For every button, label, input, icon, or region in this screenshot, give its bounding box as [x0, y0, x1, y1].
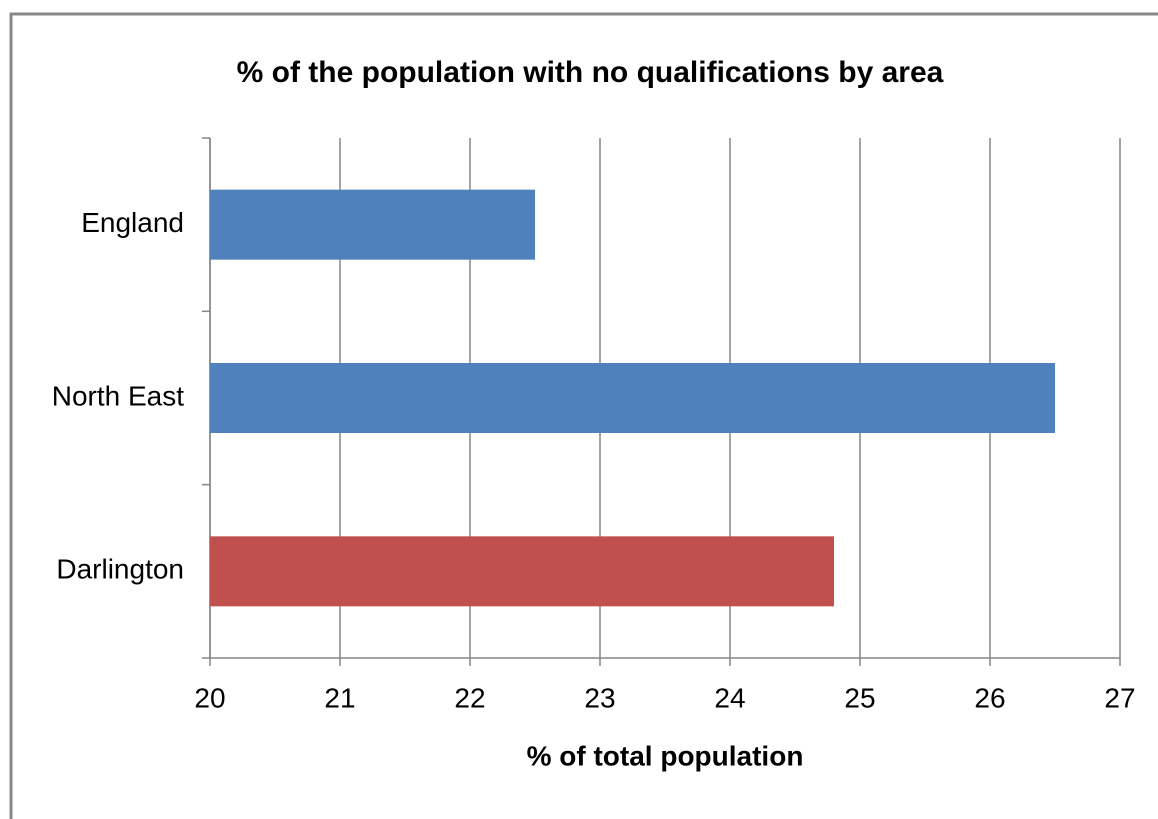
x-tick-label: 23: [584, 682, 615, 713]
bar: [210, 189, 535, 260]
x-axis-title: % of total population: [527, 740, 804, 771]
x-tick-label: 22: [454, 682, 485, 713]
y-tick-label: North East: [52, 380, 184, 411]
x-tick-label: 21: [324, 682, 355, 713]
x-tick-label: 24: [714, 682, 745, 713]
x-tick-label: 25: [844, 682, 875, 713]
bar: [210, 363, 1055, 433]
chart-title: % of the population with no qualificatio…: [237, 56, 944, 89]
bar: [210, 536, 834, 607]
y-tick-label: Darlington: [56, 554, 184, 585]
x-tick-label: 27: [1104, 682, 1135, 713]
x-tick-label: 20: [194, 682, 225, 713]
y-tick-label: England: [81, 207, 184, 238]
x-tick-label: 26: [974, 682, 1005, 713]
